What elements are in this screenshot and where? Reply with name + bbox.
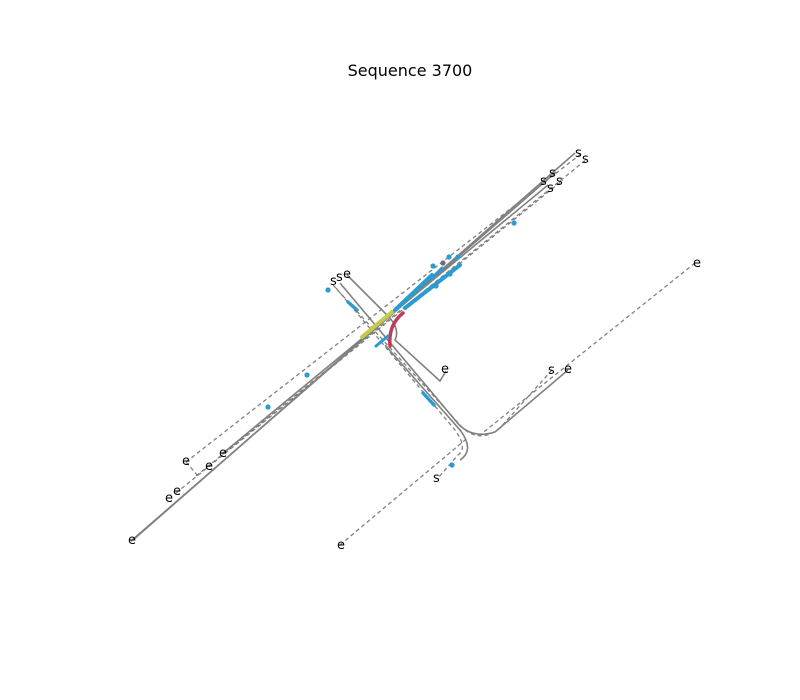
marker-dot: [440, 260, 446, 266]
lane-main-dash-3: [175, 179, 564, 494]
agent-track-3: [374, 334, 390, 348]
end-label: e: [173, 484, 181, 499]
end-label: e: [219, 446, 227, 461]
agent-dot: [430, 263, 436, 269]
start-label: s: [547, 181, 554, 196]
agent-dot: [265, 404, 271, 410]
end-label: e: [343, 267, 351, 282]
agent-dot: [325, 287, 331, 293]
agent-dot: [455, 254, 461, 260]
diagram-title: Sequence 3700: [348, 61, 473, 80]
end-label: e: [205, 459, 213, 474]
agent-dot: [304, 372, 310, 378]
agent-dot: [511, 220, 517, 226]
end-label: e: [441, 362, 449, 377]
end-label: e: [182, 454, 190, 469]
lane-cross-dash-2: [335, 287, 463, 479]
lane-left-short-dash: [185, 461, 199, 477]
agent-track-2: [403, 263, 462, 310]
lane-cross-3: [384, 344, 469, 461]
end-label: e: [165, 491, 173, 506]
other-trajectory: [360, 310, 394, 339]
start-label: s: [433, 471, 440, 486]
ego-trajectory: [388, 311, 405, 348]
agent-dot: [447, 271, 453, 277]
end-label: e: [337, 538, 345, 553]
start-label: s: [549, 166, 556, 181]
lane-cross-1: [346, 274, 447, 383]
agent-dot: [449, 462, 455, 468]
lane-right-dash: [479, 262, 696, 436]
start-label: s: [330, 274, 337, 289]
end-label: e: [693, 256, 701, 271]
agent-dot: [433, 283, 439, 289]
agent-track-6: [428, 266, 444, 282]
agent-track-1: [393, 273, 434, 312]
start-label: s: [336, 270, 343, 285]
lane-main-dash-2: [195, 158, 588, 477]
end-label: e: [564, 362, 572, 377]
start-label: s: [556, 174, 563, 189]
lane-lower-dash: [339, 439, 466, 546]
agent-dot: [446, 254, 452, 260]
lane-cross-2: [339, 282, 569, 436]
end-label: e: [128, 533, 136, 548]
agent-track-5: [421, 391, 436, 407]
agent-track-4: [346, 300, 359, 312]
start-label: s: [540, 174, 547, 189]
start-label: s: [575, 146, 582, 161]
lane-cross-dash-1: [332, 284, 553, 437]
start-label: s: [582, 152, 589, 167]
start-label: s: [548, 363, 555, 378]
